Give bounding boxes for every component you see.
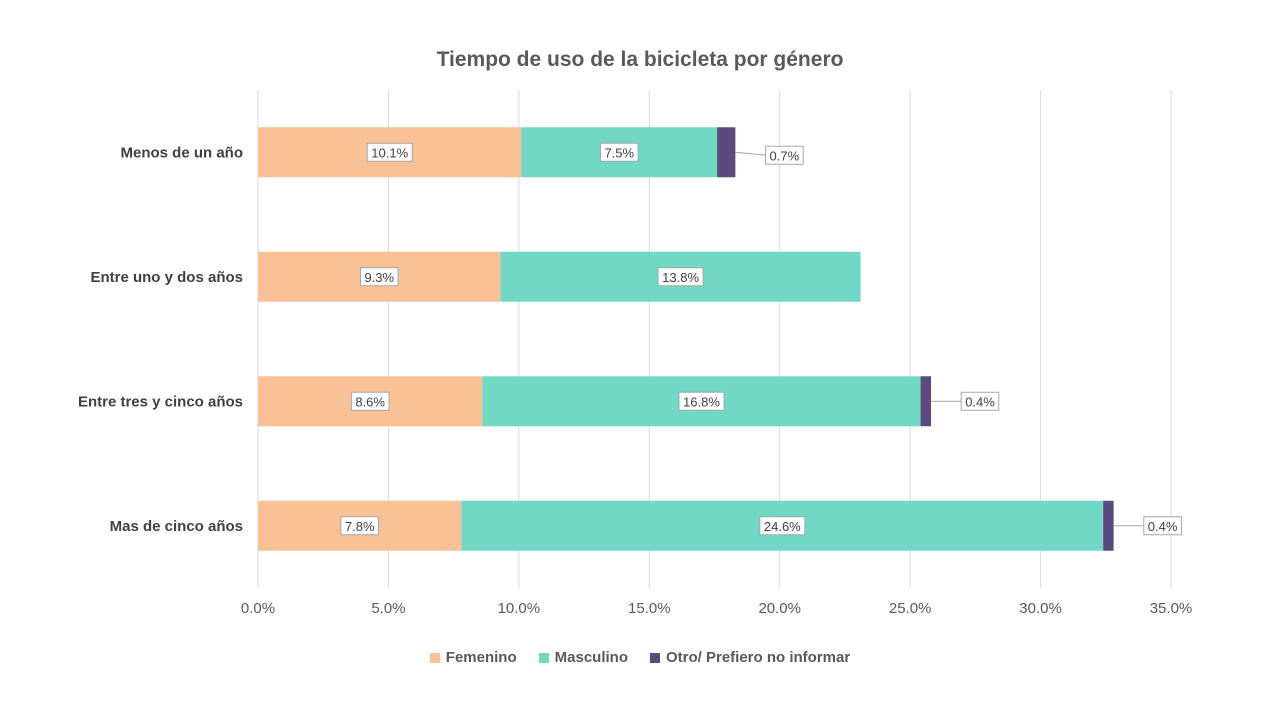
svg-text:16.8%: 16.8%	[683, 394, 720, 409]
svg-text:13.8%: 13.8%	[662, 270, 699, 285]
x-tick-label: 20.0%	[758, 600, 801, 617]
legend-label: Otro/ Prefiero no informar	[666, 649, 851, 666]
svg-text:8.6%: 8.6%	[355, 394, 385, 409]
data-label: 0.7%	[765, 145, 804, 165]
legend-swatch	[538, 652, 549, 663]
axis-labels: 0.0% 5.0% 10.0% 15.0% 20.0% 25.0% 30.0% 35.0% Me…	[78, 144, 1192, 617]
chart-title: Tiempo de uso de la bicicleta por género	[436, 48, 844, 71]
legend-item: Masculino	[538, 649, 628, 666]
leader-line	[735, 151, 768, 156]
svg-text:0.7%: 0.7%	[770, 148, 800, 163]
bars	[258, 127, 1114, 551]
legend-swatch	[429, 652, 440, 663]
category-label: Entre uno y dos años	[90, 269, 243, 286]
x-tick-label: 30.0%	[1019, 600, 1062, 617]
svg-text:9.3%: 9.3%	[364, 270, 394, 285]
legend: Femenino Masculino Otro/ Prefiero no infor…	[0, 649, 1280, 666]
data-label: 16.8%	[678, 391, 725, 411]
category-label: Entre tres y cinco años	[78, 393, 243, 410]
legend-item: Otro/ Prefiero no informar	[650, 649, 850, 666]
legend-swatch	[650, 652, 660, 663]
x-tick-label: 5.0%	[371, 600, 405, 617]
category-label: Mas de cinco años	[110, 518, 243, 535]
data-label: 7.8%	[340, 516, 380, 536]
svg-text:0.4%: 0.4%	[1148, 519, 1178, 534]
x-tick-label: 25.0%	[889, 600, 932, 617]
legend-item: Femenino	[429, 649, 517, 666]
x-tick-label: 15.0%	[628, 600, 671, 617]
legend-label: Femenino	[445, 649, 517, 666]
x-tick-label: 10.0%	[498, 600, 541, 617]
legend-label: Masculino	[554, 649, 628, 666]
svg-text:7.8%: 7.8%	[345, 519, 375, 534]
data-label: 13.8%	[657, 267, 704, 287]
x-tick-label: 0.0%	[241, 600, 275, 617]
data-label: 24.6%	[759, 516, 806, 536]
svg-text:10.1%: 10.1%	[371, 145, 408, 160]
x-tick-label: 35.0%	[1150, 600, 1193, 617]
data-label: 0.4%	[960, 391, 1000, 411]
data-label: 7.5%	[599, 142, 639, 162]
bar-segment	[1103, 500, 1114, 551]
svg-text:7.5%: 7.5%	[604, 145, 634, 160]
bar-segment	[717, 127, 736, 178]
category-label: Menos de un año	[120, 144, 243, 161]
bar-segment	[920, 376, 932, 427]
data-label: 0.4%	[1143, 516, 1182, 536]
data-label: 10.1%	[366, 142, 413, 162]
data-labels: 10.1% 7.5% 0.7% 9.3% 13.8% 8.6% 16.8% 0.4% 7.8% 2…	[340, 142, 1182, 536]
data-label: 9.3%	[359, 267, 399, 287]
data-label: 8.6%	[350, 391, 390, 411]
svg-text:24.6%: 24.6%	[764, 519, 801, 534]
svg-text:0.4%: 0.4%	[965, 394, 995, 409]
